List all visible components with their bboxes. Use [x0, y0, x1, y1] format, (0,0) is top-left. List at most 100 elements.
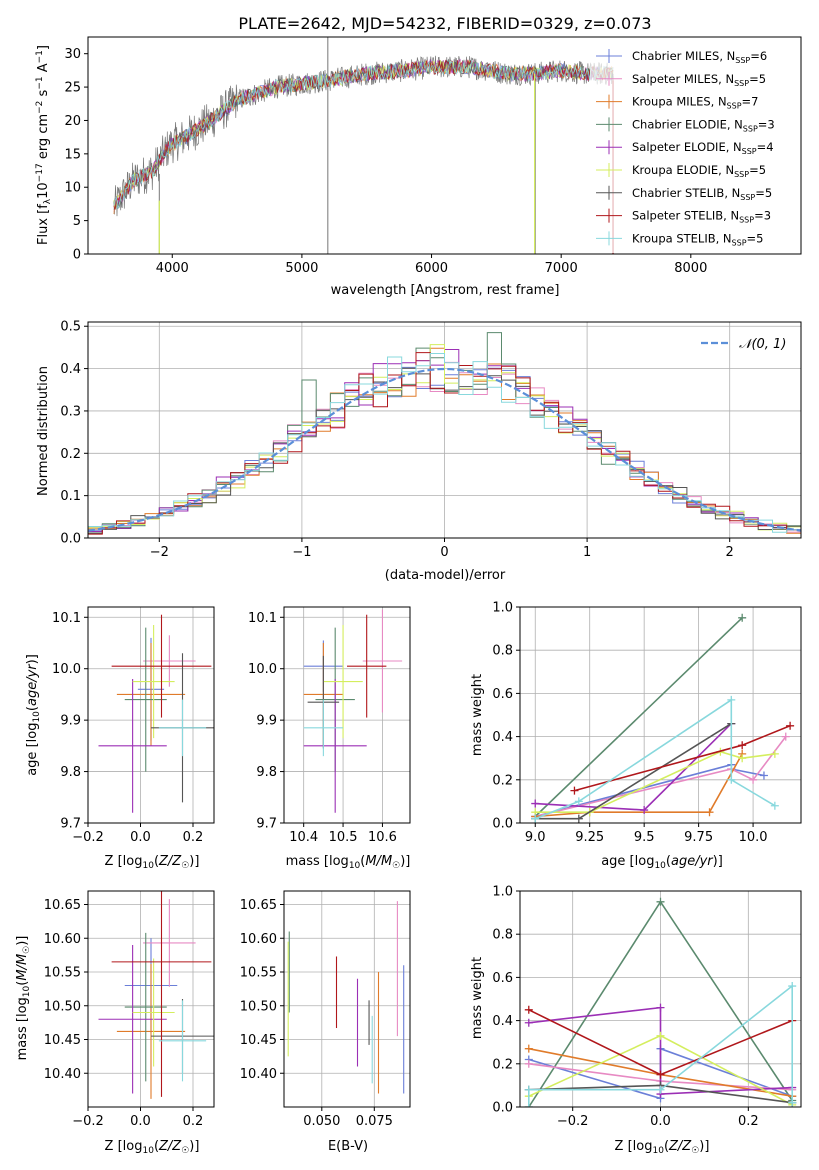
y-tick-label: 10.40	[240, 1067, 277, 1082]
x-tick-label: 0.075	[356, 1114, 393, 1129]
mass-vs-metallicity-panel: −0.2 0.0 0.2 10.40 10.45 10.50 10.55 10.60 10.65	[44, 890, 215, 1129]
y-tick-label: 25	[64, 81, 81, 96]
x-tick-label: 9.75	[684, 830, 713, 845]
mass-weight-marker	[656, 1085, 665, 1094]
axes-frame	[519, 606, 802, 824]
legend-label: Chabrier ELODIE, NSSP=3	[632, 117, 775, 133]
y-tick-label: 1.0	[492, 601, 513, 616]
y-tick-label: 10.1	[52, 611, 81, 626]
y-tick-label: 30	[64, 47, 81, 62]
y-tick-label: 9.8	[60, 765, 81, 780]
y-tick-label: 10.50	[44, 999, 81, 1014]
mass-weight-marker	[656, 897, 665, 906]
y-tick-label: 0.0	[60, 532, 81, 547]
y-tick-label: 9.9	[256, 714, 277, 729]
x-tick-label: 10.0	[739, 830, 768, 845]
y-tick-label: 9.8	[256, 765, 277, 780]
axes-frame	[87, 606, 215, 824]
mass_weight_vs_Z-plot-area	[524, 897, 797, 1107]
age-vs-metallicity-panel: −0.2 0.0 0.2 9.7 9.8 9.9 10.0 10.1	[52, 606, 215, 845]
x-tick-label: 9.25	[575, 830, 604, 845]
mass-weight-marker	[524, 1085, 533, 1094]
mass_weight_vs_age-plot-area	[531, 613, 795, 823]
mass-weight-marker	[788, 1098, 797, 1107]
mass-weight-marker	[759, 771, 768, 780]
x-tick-label: 10.6	[368, 830, 397, 845]
mass-weight-marker	[570, 786, 579, 795]
mwz-xlabel: Z [log10(Z/Z☉)]	[615, 1139, 710, 1156]
mass-weight-marker	[749, 775, 758, 784]
observed-spectrum	[113, 55, 614, 217]
y-tick-label: 10	[64, 181, 81, 196]
y-tick-label: 9.7	[256, 817, 277, 832]
y-tick-label: 10.40	[44, 1067, 81, 1082]
axes-frame	[283, 606, 411, 824]
x-tick-label: 9.5	[634, 830, 655, 845]
mass-weight-marker	[656, 1031, 665, 1040]
x-tick-label: −2	[150, 545, 169, 560]
x-tick-label: 0.0	[130, 1114, 151, 1129]
y-tick-label: 10.45	[44, 1033, 81, 1048]
x-tick-label: −0.2	[72, 1114, 104, 1129]
x-tick-label: 10.5	[329, 830, 358, 845]
mass-weight-marker	[656, 1070, 665, 1079]
massz-xlabel: Z [log10(Z/Z☉)]	[105, 1139, 200, 1156]
mass-weight-marker	[738, 741, 747, 750]
x-tick-label: 1	[583, 545, 591, 560]
y-tick-label: 10.1	[248, 611, 277, 626]
legend-label: Chabrier STELIB, NSSP=5	[632, 186, 772, 202]
legend-label: Kroupa ELODIE, NSSP=5	[632, 163, 766, 179]
y-tick-label: 0.0	[492, 817, 513, 832]
spectrum-ylabel: Flux [fλ10−17 erg cm−2 s−1 A−1]	[35, 45, 53, 245]
mass-weight-line	[534, 617, 743, 818]
y-tick-label: 10.55	[240, 966, 277, 981]
y-tick-label: 10.60	[240, 932, 277, 947]
x-tick-label: −1	[292, 545, 311, 560]
mwz-ylabel: mass weight	[470, 957, 485, 1039]
age-vs-mass-panel: 10.4 10.5 10.6 9.7 9.8 9.9 10.0 10.1	[248, 606, 411, 845]
y-tick-label: 5	[73, 214, 81, 229]
residuals-ylabel: Normed distribution	[36, 366, 51, 496]
mass-weight-line	[535, 753, 743, 818]
mass-weight-line	[528, 1006, 793, 1095]
x-tick-label: 0.0	[130, 830, 151, 845]
y-tick-label: 10.50	[240, 999, 277, 1014]
x-tick-label: 0.0	[650, 1114, 671, 1129]
x-tick-label: 4000	[156, 261, 189, 276]
y-tick-label: 10.65	[44, 898, 81, 913]
mass-weight-marker	[770, 749, 779, 758]
y-tick-label: 10.60	[44, 932, 81, 947]
y-tick-label: 0.3	[60, 404, 81, 419]
age_vs_mass-plot-area	[303, 609, 403, 813]
spectrum-panel: 4000 5000 6000 7000 8000 0 5 10 15 20 25 30 Chabrier…	[64, 36, 802, 276]
x-tick-label: 9.0	[525, 830, 546, 845]
mass-weight-marker	[531, 814, 540, 823]
mass-weight-marker	[727, 775, 736, 784]
model-spectrum	[113, 59, 614, 210]
normal-curve	[88, 367, 801, 532]
x-tick-label: 0.2	[738, 1114, 759, 1129]
agez-ylabel: age [log10(age/yr)]	[25, 654, 42, 776]
residual-histogram	[88, 353, 801, 533]
mass-weight-marker	[781, 732, 790, 741]
y-tick-label: 0.4	[492, 730, 513, 745]
mass-weight-marker	[770, 801, 779, 810]
mass-vs-ebv-panel: 0.050 0.075 10.40 10.45 10.50 10.55 10.60 10.65	[240, 890, 411, 1129]
y-tick-label: 0.4	[492, 1014, 513, 1029]
x-tick-label: 0	[440, 545, 448, 560]
spectrum-title: PLATE=2642, MJD=54232, FIBERID=0329, z=0…	[238, 14, 651, 33]
axes-frame	[87, 890, 215, 1108]
mass_vs_Z-plot-area	[98, 891, 214, 1099]
y-tick-label: 0.8	[492, 928, 513, 943]
legend-label: Kroupa STELIB, NSSP=5	[632, 231, 763, 247]
mass-weight-vs-age-panel: 9.0 9.25 9.5 9.75 10.0 0.0 0.2 0.4 0.6 0.8 1.0	[492, 601, 802, 845]
x-tick-label: −0.2	[72, 830, 104, 845]
y-tick-label: 1.0	[492, 885, 513, 900]
y-tick-label: 10.55	[44, 966, 81, 981]
spectrum-xlabel: wavelength [Angstrom, rest frame]	[331, 283, 560, 298]
y-tick-label: 0	[73, 248, 81, 263]
agemass-xlabel: mass [log10(M/M☉)]	[286, 854, 411, 871]
mass-weight-marker	[574, 797, 583, 806]
x-tick-label: 7000	[545, 261, 578, 276]
y-tick-label: 0.2	[492, 1057, 513, 1072]
